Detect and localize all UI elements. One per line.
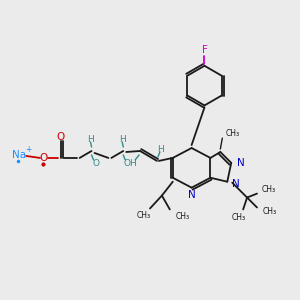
Text: CH₃: CH₃ <box>262 185 276 194</box>
Text: H: H <box>129 159 136 168</box>
Text: +: + <box>25 146 31 154</box>
Text: H: H <box>87 135 94 144</box>
Text: N: N <box>237 158 245 168</box>
Text: Na: Na <box>12 150 26 160</box>
Text: O: O <box>92 159 99 168</box>
Text: N: N <box>188 190 196 200</box>
Text: F: F <box>202 45 207 55</box>
Text: CH₃: CH₃ <box>263 207 277 216</box>
Text: O: O <box>40 153 48 163</box>
Text: H: H <box>119 135 126 144</box>
Text: CH₃: CH₃ <box>225 129 239 138</box>
Text: H: H <box>158 145 164 154</box>
Text: N: N <box>232 179 240 189</box>
Text: O: O <box>124 159 131 168</box>
Text: CH₃: CH₃ <box>232 213 246 222</box>
Text: CH₃: CH₃ <box>137 211 151 220</box>
Text: CH₃: CH₃ <box>176 212 190 221</box>
Text: O: O <box>57 132 65 142</box>
